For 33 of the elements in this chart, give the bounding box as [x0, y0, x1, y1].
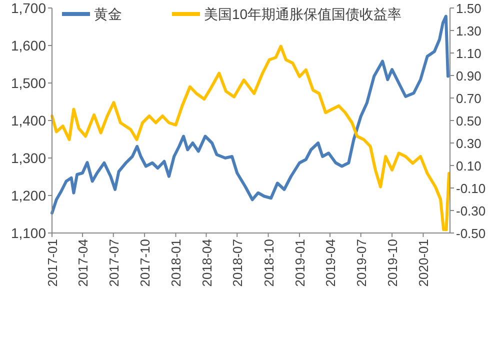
y-tick-label: 1,600	[10, 38, 46, 54]
x-tick-label: 2018-04	[199, 239, 214, 287]
x-tick-label: 2017-01	[45, 239, 60, 287]
x-tick-label: 2019-04	[322, 239, 338, 287]
y2-tick-label: 1.10	[456, 46, 482, 61]
y-tick-label: 1,700	[10, 0, 46, 16]
y2-tick-label: 0.50	[456, 114, 482, 128]
y-tick-label: 1,300	[10, 150, 46, 166]
x-tick-label: 2019-07	[354, 239, 369, 287]
y2-tick-label: 0.10	[456, 158, 482, 174]
x-tick-label: 2019-01	[292, 239, 308, 287]
y2-tick-label: 1.50	[456, 1, 482, 16]
x-tick-label: 2017-07	[106, 239, 122, 287]
y2-tick-label: -0.50	[456, 226, 486, 241]
y-tick-label: 1,100	[10, 225, 46, 241]
x-tick-label: 2020-01	[416, 239, 432, 287]
legend-label: 黄金	[94, 6, 122, 22]
y2-tick-label: -0.30	[456, 204, 486, 218]
x-tick-label: 2018-10	[261, 239, 276, 287]
x-tick-label: 2018-07	[230, 239, 246, 287]
legend-label: 美国10年期通胀保值国债收益率	[204, 6, 402, 22]
x-tick-label: 2019-10	[385, 239, 400, 287]
y2-tick-label: 1.30	[456, 24, 482, 38]
y2-tick-label: -0.10	[456, 181, 486, 196]
y2-tick-label: 0.90	[456, 68, 482, 84]
x-tick-label: 2017-04	[76, 239, 91, 287]
y-tick-label: 1,400	[10, 112, 46, 128]
x-tick-label: 2018-01	[168, 239, 184, 287]
y-tick-label: 1,200	[10, 188, 46, 204]
y2-tick-label: 0.70	[456, 91, 482, 106]
y-tick-label: 1,500	[10, 75, 46, 91]
x-tick-label: 2017-10	[138, 239, 153, 287]
y2-tick-label: 0.30	[456, 136, 482, 151]
